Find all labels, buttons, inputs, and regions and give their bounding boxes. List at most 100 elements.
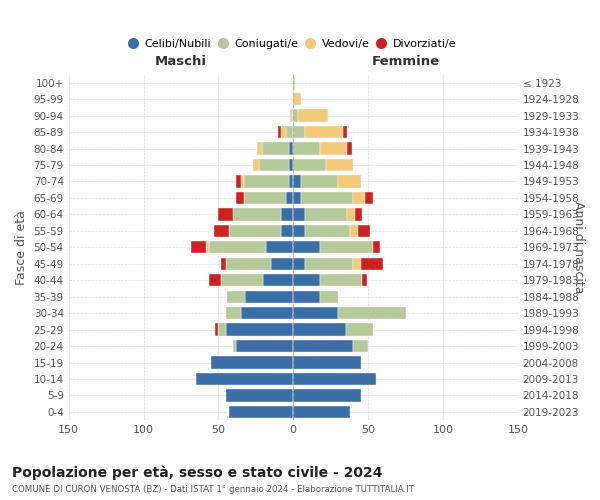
Bar <box>293 274 320 286</box>
Bar <box>293 192 301 204</box>
Text: Femmine: Femmine <box>371 54 440 68</box>
Bar <box>236 176 241 188</box>
Bar <box>293 356 361 368</box>
Bar <box>293 176 301 188</box>
Bar <box>293 224 305 237</box>
Bar <box>305 208 347 220</box>
Bar <box>365 192 373 204</box>
Bar <box>293 241 320 254</box>
Bar <box>214 224 229 237</box>
Bar <box>289 176 293 188</box>
Text: Popolazione per età, sesso e stato civile - 2024: Popolazione per età, sesso e stato civil… <box>12 465 383 479</box>
Bar <box>215 324 218 336</box>
Bar <box>353 192 365 204</box>
Bar <box>233 208 281 220</box>
Bar <box>350 224 358 237</box>
Bar <box>241 176 244 188</box>
Bar <box>226 324 293 336</box>
Bar <box>293 110 298 122</box>
Y-axis label: Anni di nascita: Anni di nascita <box>572 201 585 294</box>
Bar <box>259 159 289 171</box>
Y-axis label: Fasce di età: Fasce di età <box>15 210 28 285</box>
Legend: Celibi/Nubili, Coniugati/e, Vedovi/e, Divorziati/e: Celibi/Nubili, Coniugati/e, Vedovi/e, Di… <box>127 35 460 52</box>
Bar <box>320 241 373 254</box>
Bar <box>293 93 301 106</box>
Bar <box>236 192 244 204</box>
Bar <box>196 373 293 385</box>
Bar <box>226 390 293 402</box>
Bar <box>355 208 362 220</box>
Bar <box>211 356 293 368</box>
Bar <box>241 307 293 320</box>
Bar <box>289 159 293 171</box>
Bar <box>245 290 293 303</box>
Bar <box>353 340 368 352</box>
Bar <box>206 241 209 254</box>
Bar <box>358 224 370 237</box>
Bar <box>293 340 353 352</box>
Bar <box>305 224 350 237</box>
Bar <box>293 307 338 320</box>
Bar <box>266 241 293 254</box>
Bar <box>209 274 221 286</box>
Bar <box>263 274 293 286</box>
Bar <box>305 126 343 138</box>
Bar <box>262 142 289 154</box>
Bar <box>320 274 362 286</box>
Bar <box>292 110 293 122</box>
Bar <box>301 176 338 188</box>
Bar <box>226 258 271 270</box>
Bar <box>343 126 347 138</box>
Bar <box>236 340 293 352</box>
Bar <box>218 208 233 220</box>
Bar <box>346 324 373 336</box>
Text: COMUNE DI CURON VENOSTA (BZ) - Dati ISTAT 1° gennaio 2024 - Elaborazione TUTTITA: COMUNE DI CURON VENOSTA (BZ) - Dati ISTA… <box>12 485 414 494</box>
Bar <box>244 192 286 204</box>
Bar <box>298 110 328 122</box>
Bar <box>233 340 236 352</box>
Bar <box>320 290 338 303</box>
Bar <box>191 241 206 254</box>
Bar <box>293 290 320 303</box>
Bar <box>293 126 305 138</box>
Bar <box>286 192 293 204</box>
Bar <box>286 126 293 138</box>
Bar <box>353 258 361 270</box>
Bar <box>301 192 353 204</box>
Bar <box>289 142 293 154</box>
Bar <box>281 126 286 138</box>
Bar <box>338 176 361 188</box>
Bar <box>361 258 383 270</box>
Bar <box>229 406 293 418</box>
Bar <box>218 324 226 336</box>
Bar <box>244 176 289 188</box>
Bar <box>326 159 353 171</box>
Bar <box>293 142 320 154</box>
Bar <box>320 142 347 154</box>
Bar <box>209 241 266 254</box>
Bar <box>347 208 355 220</box>
Bar <box>373 241 380 254</box>
Bar <box>338 307 406 320</box>
Bar <box>293 208 305 220</box>
Bar <box>221 258 226 270</box>
Bar <box>278 126 281 138</box>
Bar <box>221 274 263 286</box>
Bar <box>293 324 346 336</box>
Bar <box>293 258 305 270</box>
Bar <box>347 142 352 154</box>
Bar <box>253 159 259 171</box>
Bar <box>293 76 295 89</box>
Bar <box>362 274 367 286</box>
Bar <box>271 258 293 270</box>
Bar <box>227 290 245 303</box>
Bar <box>293 406 350 418</box>
Text: Maschi: Maschi <box>155 54 207 68</box>
Bar <box>305 258 353 270</box>
Bar <box>293 390 361 402</box>
Bar <box>290 110 292 122</box>
Bar <box>257 142 262 154</box>
Bar <box>293 373 376 385</box>
Bar <box>281 208 293 220</box>
Bar <box>281 224 293 237</box>
